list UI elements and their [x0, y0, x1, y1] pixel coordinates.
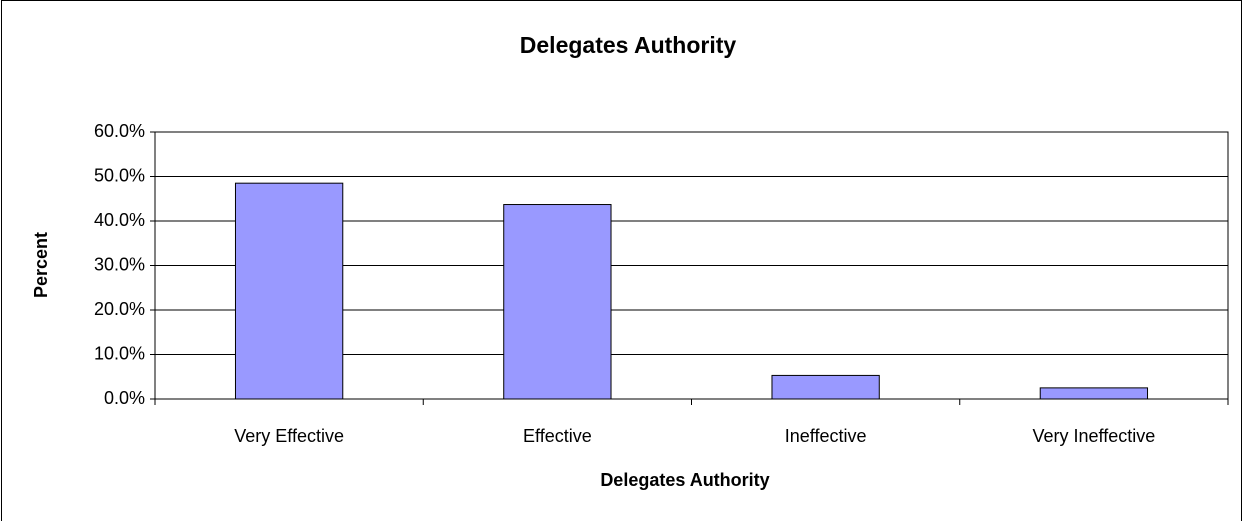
y-axis-label: Percent [31, 232, 51, 298]
bar [1039, 387, 1149, 400]
x-tick-label: Very Ineffective [1033, 426, 1156, 446]
y-tick-label: 10.0% [94, 343, 145, 363]
bar [503, 204, 612, 400]
bar [234, 182, 344, 400]
chart-title: Delegates Authority [520, 32, 737, 58]
x-axis-label: Delegates Authority [600, 470, 769, 490]
bar [771, 374, 880, 400]
y-tick-label: 50.0% [94, 165, 145, 185]
x-tick-label: Very Effective [234, 426, 344, 446]
y-tick-label: 0.0% [104, 388, 145, 408]
x-tick-label: Ineffective [785, 426, 867, 446]
x-tick-label: Effective [523, 426, 592, 446]
y-tick-label: 60.0% [94, 121, 145, 141]
y-tick-label: 40.0% [94, 210, 145, 230]
y-tick-label: 20.0% [94, 299, 145, 319]
y-tick-label: 30.0% [94, 254, 145, 274]
